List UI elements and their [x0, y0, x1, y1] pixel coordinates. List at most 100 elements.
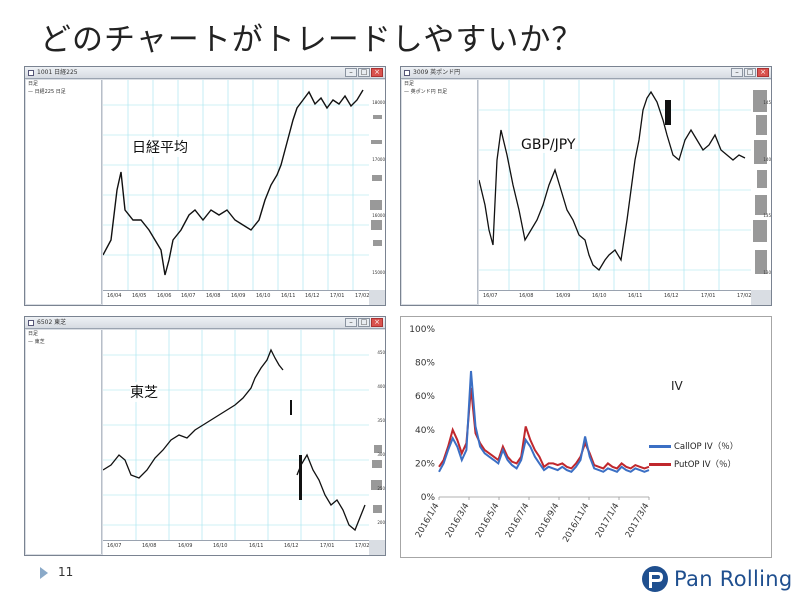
- close-icon: ×: [757, 68, 769, 77]
- legend-line: — 東芝: [28, 339, 45, 345]
- iv-y-tick-label: 60%: [415, 392, 435, 402]
- put-iv-line: [438, 387, 650, 470]
- nikkei-yaxis: 18000 17000 16000 15000: [369, 80, 385, 290]
- x-tick-label: 16/08: [142, 543, 157, 549]
- window-controls: – □ ×: [731, 68, 769, 78]
- gbpjpy-chart-window: 3009 英ポンド円 – □ × 日足 — 英ポンド円 日足: [400, 66, 772, 306]
- nikkei-candles: [103, 80, 369, 290]
- x-tick-label: 16/11: [281, 293, 296, 299]
- y-tick-label: 15000: [372, 270, 385, 275]
- legend-item-call: CallOP IV（％）: [649, 437, 738, 455]
- legend-line: 日足: [28, 331, 39, 337]
- toshiba-label: 東芝: [130, 382, 158, 402]
- maximize-icon: □: [744, 68, 756, 77]
- nikkei-volume-profile: [370, 115, 382, 246]
- legend-line: 日足: [28, 81, 39, 87]
- legend-pane: 日足 — 東芝: [26, 330, 102, 554]
- nikkei-xaxis: 16/04 16/05 16/06 16/07 16/08 16/09 16/10 16/11…: [103, 290, 369, 305]
- minimize-icon: –: [345, 68, 357, 77]
- x-tick-label: 16/10: [256, 293, 271, 299]
- iv-y-tick-label: 0%: [421, 493, 436, 503]
- window-title: 3009 英ポンド円: [413, 69, 461, 76]
- iv-x-tick-label: 2016/11/4: [561, 502, 591, 545]
- gbpjpy-candles: [479, 80, 751, 290]
- iv-x-tick-label: 2016/3/4: [444, 502, 472, 540]
- brand-name: Pan Rolling: [674, 567, 793, 591]
- window-titlebar: 3009 英ポンド円: [401, 67, 771, 79]
- y-tick-label: 135: [763, 213, 771, 218]
- legend-label-put: PutOP IV（％）: [674, 460, 737, 470]
- x-tick-label: 16/09: [556, 293, 571, 299]
- put-iv-swatch: [649, 462, 671, 466]
- iv-x-tick-label: 2016/1/4: [414, 502, 442, 540]
- legend-line: — 日経225 日足: [28, 89, 66, 95]
- app-icon: [404, 70, 410, 76]
- nikkei-label: 日経平均: [132, 137, 188, 157]
- minimize-icon: –: [731, 68, 743, 77]
- toshiba-volume-profile: [371, 445, 382, 513]
- legend-pane: 日足 — 日経225 日足: [26, 80, 102, 304]
- iv-x-tick-label: 2017/1/4: [594, 502, 622, 540]
- maximize-icon: □: [358, 318, 370, 327]
- legend-line: 日足: [404, 81, 415, 87]
- app-icon: [28, 70, 34, 76]
- gbpjpy-label: GBP/JPY: [521, 137, 576, 153]
- app-icon: [28, 320, 34, 326]
- x-tick-label: 17/02: [737, 293, 752, 299]
- window-controls: – □ ×: [345, 318, 383, 328]
- y-tick-label: 140: [763, 157, 771, 162]
- gbpjpy-yaxis: 145 140 135 130: [751, 80, 771, 290]
- window-title: 6502 東芝: [37, 319, 67, 326]
- y-tick-label: 16000: [372, 213, 385, 218]
- iv-chart: 0% 20% 40% 60% 80% 100% 2016/1/4 2016/3/4 2016/5…: [400, 316, 772, 558]
- x-tick-label: 17/01: [320, 543, 335, 549]
- window-title: 1001 日経225: [37, 69, 78, 76]
- x-tick-label: 16/04: [107, 293, 122, 299]
- iv-y-tick-label: 100%: [409, 325, 435, 335]
- maximize-icon: □: [358, 68, 370, 77]
- x-tick-label: 16/09: [178, 543, 193, 549]
- x-tick-label: 16/11: [628, 293, 643, 299]
- iv-y-tick-label: 20%: [415, 459, 435, 469]
- x-tick-label: 17/01: [701, 293, 716, 299]
- iv-legend: CallOP IV（％） PutOP IV（％）: [649, 437, 738, 473]
- x-tick-label: 16/06: [157, 293, 172, 299]
- toshiba-candles: [103, 330, 369, 540]
- iv-x-tick-label: 2016/7/4: [504, 502, 532, 540]
- toshiba-xaxis: 16/07 16/08 16/09 16/10 16/11 16/12 17/01 17/02: [103, 540, 369, 555]
- y-tick-label: 200: [377, 520, 385, 525]
- x-tick-label: 16/12: [305, 293, 320, 299]
- legend-label-call: CallOP IV（％）: [674, 442, 739, 452]
- y-tick-label: 300: [377, 452, 385, 457]
- y-tick-label: 130: [763, 270, 771, 275]
- window-titlebar: 1001 日経225: [25, 67, 385, 79]
- iv-y-tick-label: 40%: [415, 426, 435, 436]
- iv-chart-title: IV: [671, 379, 683, 393]
- gbpjpy-volume-profile: [753, 90, 767, 274]
- x-tick-label: 17/02: [355, 293, 370, 299]
- y-tick-label: 350: [377, 418, 385, 423]
- close-icon: ×: [371, 68, 383, 77]
- x-tick-label: 16/08: [519, 293, 534, 299]
- iv-x-tick-label: 2017/3/4: [624, 502, 652, 540]
- pan-rolling-logo-icon: [642, 566, 668, 592]
- toshiba-yaxis: 450 400 350 300 250 200: [369, 330, 385, 540]
- y-tick-label: 250: [377, 486, 385, 491]
- minimize-icon: –: [345, 318, 357, 327]
- x-tick-label: 16/10: [213, 543, 228, 549]
- brand-logo: Pan Rolling: [640, 563, 793, 595]
- x-tick-label: 16/12: [664, 293, 679, 299]
- y-tick-label: 18000: [372, 100, 385, 105]
- gbpjpy-xaxis: 16/07 16/08 16/09 16/10 16/11 16/12 17/01 17/02: [479, 290, 751, 305]
- legend-line: — 英ポンド円 日足: [404, 89, 448, 95]
- x-tick-label: 16/07: [107, 543, 122, 549]
- x-tick-label: 16/05: [132, 293, 147, 299]
- legend-item-put: PutOP IV（％）: [649, 455, 738, 473]
- x-tick-label: 16/07: [181, 293, 196, 299]
- window-controls: – □ ×: [345, 68, 383, 78]
- x-tick-label: 17/01: [330, 293, 345, 299]
- iv-x-tick-label: 2016/5/4: [474, 502, 502, 540]
- toshiba-chart-window: 6502 東芝 – □ × 日足 — 東芝: [24, 316, 386, 556]
- page-arrow-icon: [40, 567, 48, 579]
- x-tick-label: 16/07: [483, 293, 498, 299]
